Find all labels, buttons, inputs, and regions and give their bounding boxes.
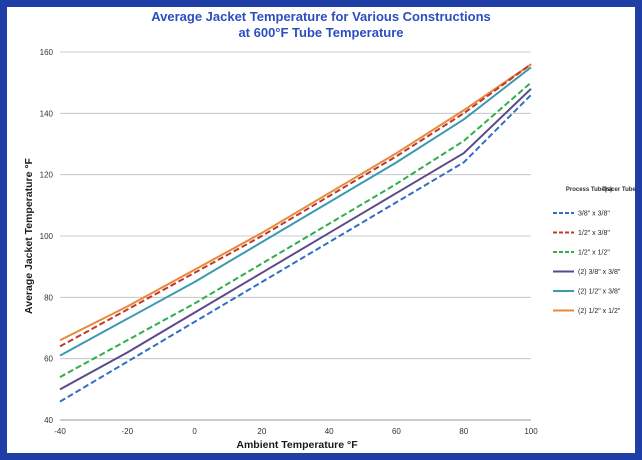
x-tick-label: 40 <box>325 427 334 436</box>
series-line <box>59 63 532 342</box>
x-tick-label: -20 <box>122 427 134 436</box>
x-tick-label: 60 <box>392 427 401 436</box>
y-tick-label: 40 <box>44 416 53 425</box>
x-tick-label: 20 <box>257 427 266 436</box>
x-tick-label: 80 <box>459 427 468 436</box>
y-tick-label: 100 <box>40 232 54 241</box>
x-axis-label: Ambient Temperature °F <box>236 439 358 451</box>
chart-title-line-1: Average Jacket Temperature for Various C… <box>151 9 491 24</box>
legend-label: 1/2" x 3/8" <box>578 230 610 237</box>
legend-header-tracer: Tracer Tube <box>602 187 636 193</box>
y-tick-label: 80 <box>44 293 53 302</box>
series-line <box>59 63 532 348</box>
legend-label: (2) 1/2" x 1/2" <box>578 308 621 315</box>
legend: Process Tube(s) Tracer Tube 3/8" x 3/8" 1… <box>553 187 636 315</box>
legend-label: (2) 3/8" x 3/8" <box>578 269 621 276</box>
legend-header-process: Process Tube(s) <box>566 187 612 193</box>
y-tick-label: 160 <box>40 48 54 57</box>
x-tick-label: 100 <box>524 427 538 436</box>
x-tick-label: -40 <box>54 427 66 436</box>
legend-label: 1/2" x 1/2" <box>578 250 610 257</box>
y-tick-label: 140 <box>40 109 54 118</box>
y-tick-label: 60 <box>44 355 53 364</box>
chart-title-line-2: at 600°F Tube Temperature <box>238 25 403 40</box>
gridlines <box>60 51 531 421</box>
y-tick-label: 120 <box>40 171 54 180</box>
legend-label: 3/8" x 3/8" <box>578 211 610 218</box>
series-line <box>59 94 532 403</box>
x-axis-ticks: -40 -20 0 20 40 60 80 100 <box>54 427 538 436</box>
y-axis-label: Average Jacket Temperature °F <box>23 157 35 314</box>
series-line <box>59 81 532 378</box>
series-line <box>59 88 532 391</box>
x-tick-label: 0 <box>192 427 197 436</box>
series-lines <box>59 63 532 403</box>
y-axis-ticks: 40 60 80 100 120 140 160 <box>40 48 54 425</box>
series-line <box>59 66 532 357</box>
chart-title: Average Jacket Temperature for Various C… <box>151 9 491 40</box>
legend-label: (2) 1/2" x 3/8" <box>578 289 621 296</box>
